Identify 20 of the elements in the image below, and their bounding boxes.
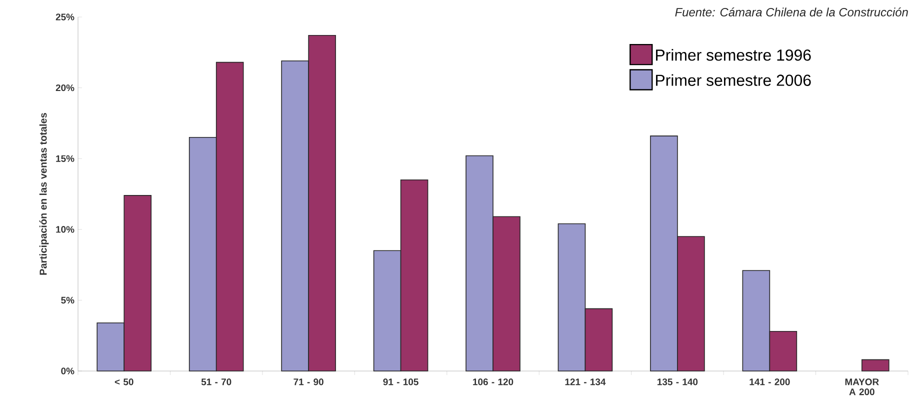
x-tick-label: 91 - 105 (383, 378, 418, 386)
y-tick-label: 5% (61, 296, 74, 304)
y-tick-label: 10% (56, 226, 74, 233)
x-tick-label: 141 - 200 (750, 378, 790, 386)
bar (862, 359, 890, 372)
x-tick-label: 71 - 90 (294, 378, 324, 386)
y-tick-label: 15% (56, 155, 74, 162)
legend-label: Primer semestre 2006 (656, 74, 811, 86)
x-tick-label: < 50 (114, 378, 134, 386)
source-note: Fuente: Cámara Chilena de la Construcción (675, 8, 908, 16)
y-tick-label: 20% (56, 84, 74, 92)
y-tick-label: 25% (56, 14, 74, 20)
x-tick-label: 106 - 120 (473, 378, 514, 386)
x-tick-label: 121 - 134 (565, 378, 606, 386)
legend-label: Primer semestre 1996 (656, 49, 811, 61)
y-axis-title: Participación en las ventas totales (39, 113, 49, 275)
x-tick-label: 135 - 140 (658, 378, 698, 386)
x-tick-label: MAYOR A 200 (845, 378, 879, 396)
x-tick-label: 51 - 70 (201, 378, 232, 386)
y-tick-label: 0% (61, 368, 74, 374)
